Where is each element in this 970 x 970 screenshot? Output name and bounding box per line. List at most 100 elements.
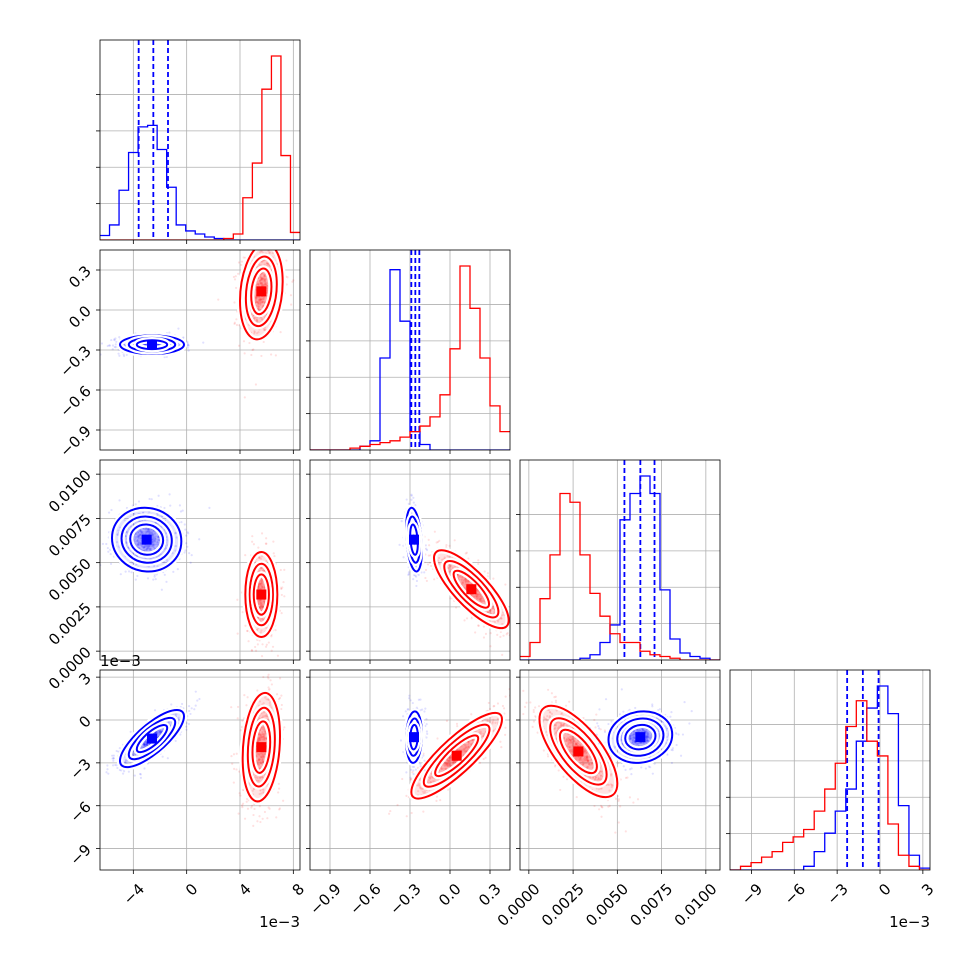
sample-point bbox=[172, 570, 175, 573]
sample-point bbox=[258, 302, 261, 305]
contour-line bbox=[122, 515, 172, 563]
sample-point bbox=[147, 544, 150, 547]
sample-point bbox=[259, 298, 262, 301]
sample-point bbox=[256, 282, 259, 286]
sample-point bbox=[152, 540, 155, 543]
sample-point bbox=[163, 506, 166, 510]
sample-point bbox=[151, 533, 154, 536]
sample-point bbox=[109, 553, 112, 556]
sample-point bbox=[263, 263, 266, 266]
sample-point bbox=[135, 540, 139, 543]
sample-point bbox=[464, 580, 467, 583]
sample-point bbox=[257, 762, 260, 766]
sample-point bbox=[116, 533, 119, 536]
sample-point bbox=[148, 497, 151, 501]
sample-point bbox=[449, 564, 453, 567]
sample-point bbox=[269, 679, 272, 682]
sample-point bbox=[160, 588, 163, 591]
sample-point bbox=[154, 535, 157, 538]
sample-point bbox=[479, 597, 482, 601]
sample-point bbox=[157, 536, 160, 539]
sample-point bbox=[482, 636, 486, 639]
sample-point bbox=[108, 344, 112, 347]
sample-point bbox=[478, 598, 481, 601]
sample-point bbox=[133, 540, 136, 543]
sample-point bbox=[265, 537, 268, 540]
sample-point bbox=[261, 606, 264, 609]
sample-point bbox=[259, 601, 262, 604]
sample-point bbox=[168, 493, 171, 496]
sample-point bbox=[261, 281, 264, 284]
sample-point bbox=[257, 739, 260, 742]
sample-point bbox=[115, 540, 119, 544]
sample-point bbox=[267, 673, 270, 676]
sample-point bbox=[513, 614, 515, 616]
sample-point bbox=[258, 298, 261, 302]
sample-point bbox=[134, 537, 137, 540]
sample-point bbox=[261, 278, 265, 281]
sample-point bbox=[259, 737, 262, 740]
sample-point bbox=[261, 583, 265, 586]
sample-point bbox=[257, 307, 260, 310]
sample-point bbox=[460, 575, 463, 579]
contours-blue bbox=[112, 506, 181, 573]
sample-point bbox=[257, 763, 261, 767]
sample-point bbox=[480, 597, 483, 601]
sample-point bbox=[140, 530, 143, 533]
sample-point bbox=[259, 281, 262, 284]
sample-point bbox=[156, 343, 160, 346]
sample-point bbox=[139, 542, 142, 545]
sample-point bbox=[265, 262, 269, 265]
sample-point bbox=[285, 283, 288, 286]
sample-point bbox=[262, 788, 265, 791]
panel-1-1 bbox=[310, 250, 510, 450]
sample-point bbox=[262, 702, 265, 705]
sample-point bbox=[142, 511, 145, 514]
sample-point bbox=[232, 753, 236, 756]
sample-point bbox=[263, 737, 266, 740]
sample-point bbox=[258, 587, 261, 590]
sample-point bbox=[260, 654, 264, 658]
sample-point bbox=[100, 342, 104, 345]
sample-point bbox=[250, 649, 253, 652]
sample-point bbox=[232, 781, 235, 784]
sample-point bbox=[290, 303, 293, 306]
sample-point bbox=[262, 605, 265, 608]
sample-point bbox=[457, 575, 460, 578]
sample-point bbox=[179, 510, 183, 513]
sample-point bbox=[253, 332, 256, 335]
sample-point bbox=[262, 569, 265, 572]
sample-point bbox=[482, 625, 485, 628]
sample-point bbox=[261, 277, 264, 280]
sample-point bbox=[151, 538, 154, 541]
sample-point bbox=[198, 538, 201, 541]
sample-point bbox=[136, 539, 139, 542]
sample-point bbox=[258, 758, 261, 761]
sample-point bbox=[461, 575, 465, 579]
sample-point bbox=[145, 548, 148, 551]
panel-3-0 bbox=[100, 670, 300, 870]
sample-point bbox=[292, 279, 295, 282]
sample-point bbox=[157, 535, 160, 538]
sample-point bbox=[150, 530, 153, 533]
sample-point bbox=[256, 320, 259, 323]
sample-point bbox=[286, 276, 289, 279]
sample-point bbox=[259, 789, 262, 792]
sample-point bbox=[142, 546, 145, 549]
sample-point bbox=[236, 705, 240, 709]
sample-point bbox=[259, 602, 262, 605]
sample-point bbox=[186, 545, 189, 548]
sample-point bbox=[187, 349, 190, 352]
sample-point bbox=[467, 579, 470, 583]
sample-point bbox=[499, 617, 503, 620]
sample-point bbox=[258, 739, 261, 742]
sample-point bbox=[260, 301, 264, 304]
sample-point bbox=[168, 331, 171, 334]
sample-point bbox=[107, 550, 110, 553]
sample-point bbox=[260, 762, 263, 765]
sample-point bbox=[187, 532, 190, 535]
sample-point bbox=[118, 354, 121, 357]
sample-point bbox=[259, 297, 263, 301]
sample-point bbox=[475, 597, 478, 600]
sample-point bbox=[479, 595, 482, 598]
